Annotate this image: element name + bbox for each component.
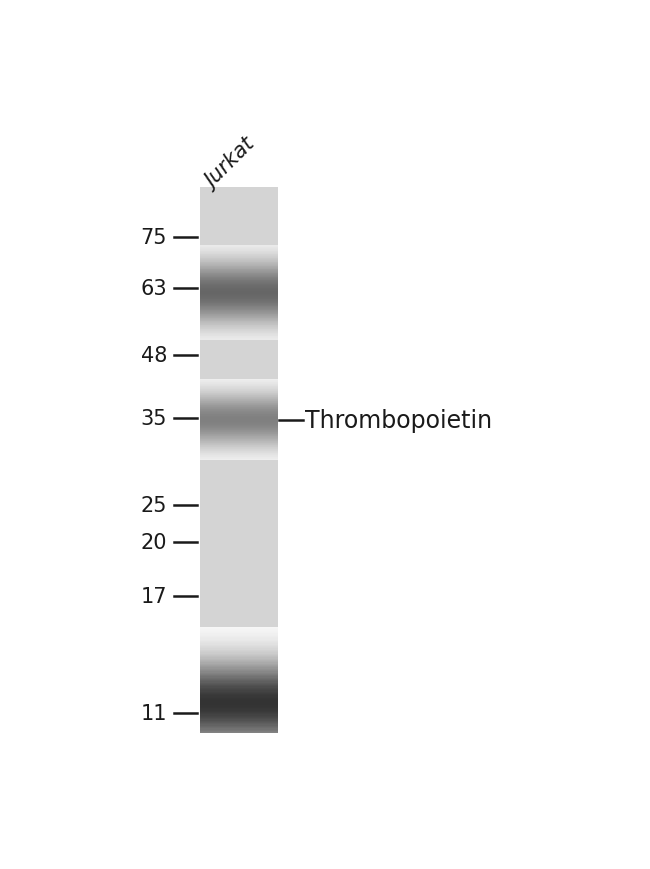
Bar xyxy=(200,707,278,708)
Bar xyxy=(200,660,278,661)
Bar xyxy=(200,706,278,707)
Bar xyxy=(200,635,278,636)
Bar xyxy=(200,649,278,650)
Bar xyxy=(200,651,278,653)
Bar xyxy=(200,674,278,675)
Bar xyxy=(200,725,278,726)
Bar xyxy=(200,673,278,674)
Bar xyxy=(200,714,278,716)
Bar xyxy=(200,687,278,688)
Bar xyxy=(200,731,278,733)
Bar xyxy=(200,705,278,706)
Bar xyxy=(200,663,278,664)
Bar xyxy=(200,640,278,641)
Bar xyxy=(200,703,278,705)
Bar xyxy=(200,679,278,680)
Bar xyxy=(200,695,278,697)
Bar xyxy=(200,680,278,681)
Bar xyxy=(200,677,278,678)
Text: Thrombopoietin: Thrombopoietin xyxy=(306,408,493,432)
Bar xyxy=(200,721,278,722)
Bar xyxy=(200,727,278,728)
Text: Jurkat: Jurkat xyxy=(203,136,260,193)
Bar xyxy=(200,633,278,634)
Text: 20: 20 xyxy=(140,533,167,553)
Text: 35: 35 xyxy=(140,408,167,428)
Bar xyxy=(200,688,278,689)
Bar xyxy=(200,639,278,640)
Bar xyxy=(200,716,278,717)
Bar xyxy=(200,667,278,669)
Text: 11: 11 xyxy=(140,703,167,723)
Bar xyxy=(200,661,278,663)
Bar xyxy=(200,717,278,719)
Bar xyxy=(200,730,278,731)
Bar xyxy=(200,628,278,630)
Text: 75: 75 xyxy=(140,229,167,248)
Bar xyxy=(200,627,278,628)
Bar xyxy=(200,723,278,725)
Bar xyxy=(200,672,278,673)
Bar xyxy=(200,711,278,712)
Bar xyxy=(200,702,278,703)
Bar xyxy=(200,708,278,709)
Bar xyxy=(200,641,278,642)
Bar xyxy=(200,656,278,658)
Bar xyxy=(200,647,278,649)
Bar xyxy=(200,678,278,679)
Bar xyxy=(200,650,278,651)
Bar xyxy=(200,664,278,665)
Bar xyxy=(200,665,278,667)
Bar xyxy=(200,713,278,714)
Bar xyxy=(200,658,278,659)
Bar xyxy=(200,683,278,684)
Bar xyxy=(200,691,278,692)
Bar xyxy=(200,636,278,637)
Bar xyxy=(200,720,278,721)
Bar xyxy=(200,709,278,711)
Bar xyxy=(200,637,278,639)
Bar xyxy=(200,686,278,687)
Bar xyxy=(200,728,278,730)
Bar xyxy=(200,692,278,693)
Bar xyxy=(200,726,278,727)
Bar xyxy=(200,722,278,723)
Bar xyxy=(200,693,278,694)
Bar xyxy=(200,655,278,656)
Bar xyxy=(200,188,278,733)
Bar xyxy=(200,681,278,683)
Text: 25: 25 xyxy=(140,496,167,515)
Bar xyxy=(200,669,278,670)
Bar xyxy=(200,642,278,644)
Bar xyxy=(200,645,278,647)
Text: 63: 63 xyxy=(140,278,167,298)
Bar xyxy=(200,653,278,655)
Bar xyxy=(200,712,278,713)
Bar xyxy=(200,630,278,631)
Bar xyxy=(200,670,278,672)
Bar xyxy=(200,697,278,698)
Bar xyxy=(200,698,278,700)
Bar xyxy=(200,694,278,695)
Bar xyxy=(200,644,278,645)
Text: 17: 17 xyxy=(140,586,167,606)
Bar xyxy=(200,719,278,720)
Text: 48: 48 xyxy=(140,345,167,365)
Bar xyxy=(200,689,278,691)
Bar xyxy=(200,631,278,633)
Bar xyxy=(200,675,278,677)
Bar xyxy=(200,634,278,635)
Bar xyxy=(200,659,278,660)
Bar xyxy=(200,684,278,686)
Bar xyxy=(200,700,278,702)
